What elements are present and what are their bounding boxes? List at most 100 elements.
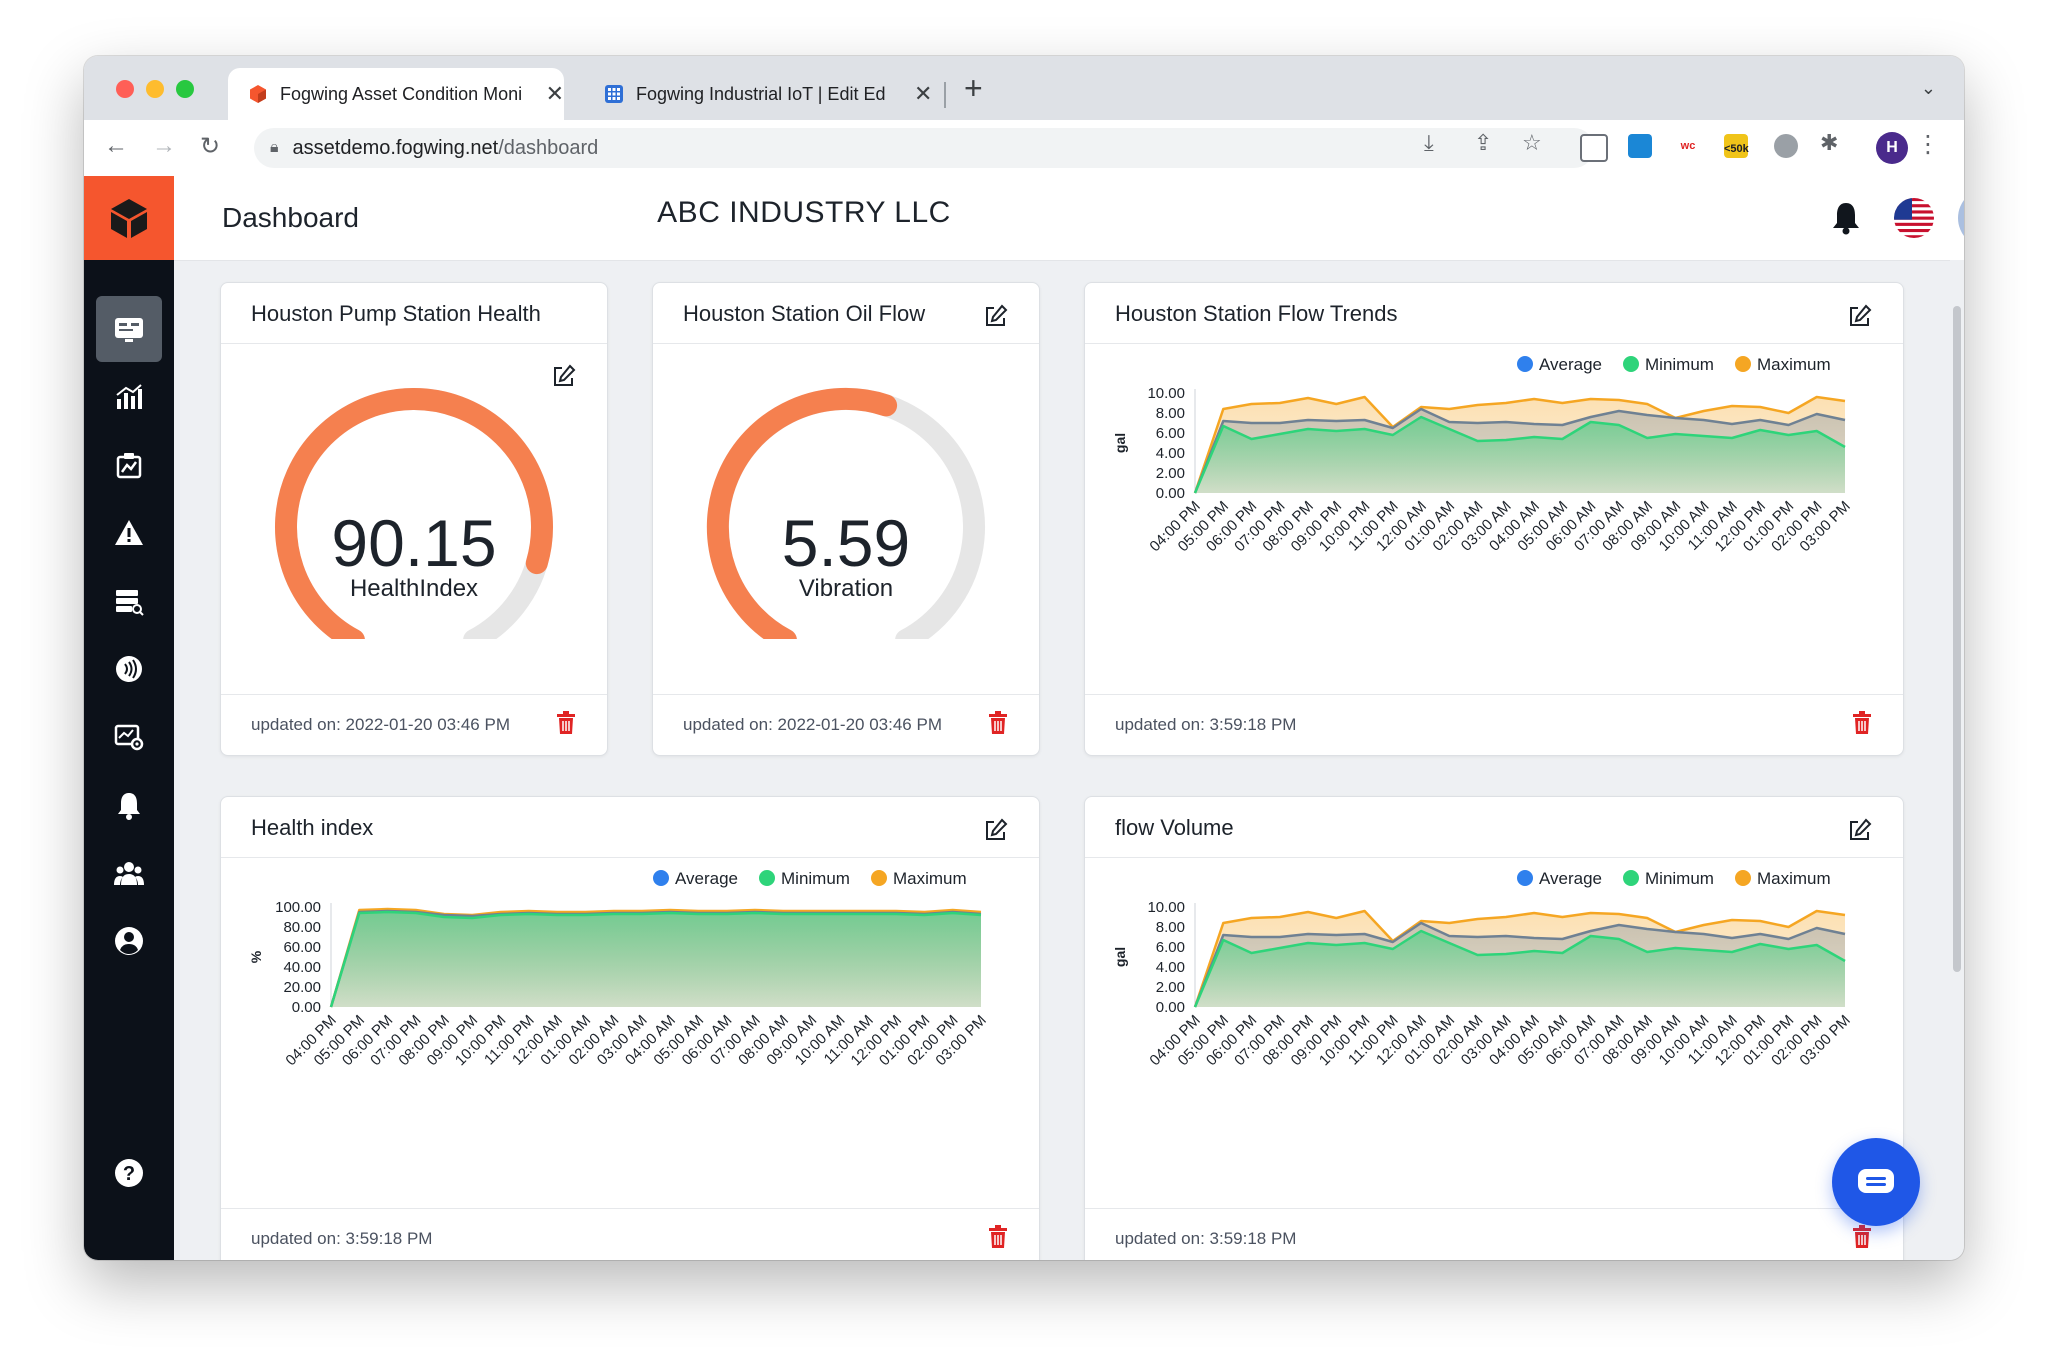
sidebar-item-analytics[interactable] [96, 364, 162, 430]
notification-bell-icon[interactable] [1830, 200, 1862, 236]
extensions-puzzle-icon[interactable]: ✱ [1820, 130, 1839, 155]
series-area-minimum [331, 912, 981, 1007]
dashboard-icon [115, 318, 143, 342]
browser-profile-avatar[interactable]: H [1876, 132, 1908, 164]
sidebar-item-alerts[interactable] [96, 500, 162, 566]
new-tab-button[interactable]: + [964, 70, 983, 106]
alert-triangle-icon [115, 520, 143, 545]
users-group-icon [114, 862, 144, 885]
scrollbar-thumb[interactable] [1953, 306, 1961, 972]
flow-volume-card: flow Volume 10.00 8.00 6.00 4.00 2.00 0.00 gal… [1084, 796, 1904, 1260]
share-icon[interactable]: ⇪ [1474, 130, 1493, 155]
sidebar-item-devices[interactable] [96, 568, 162, 634]
close-tab-icon[interactable]: ✕ [914, 81, 933, 106]
card-footer: updated on: 2022-01-20 03:46 PM [653, 694, 1039, 755]
fogwing-cube-icon [111, 199, 147, 238]
y-axis-title: gal [1112, 947, 1128, 967]
trash-icon[interactable] [987, 711, 1009, 735]
page-title: Dashboard [222, 202, 359, 233]
sidebar-item-profile[interactable] [96, 908, 162, 974]
gauge-fill [275, 388, 553, 639]
sidebar-item-config[interactable] [96, 704, 162, 770]
trash-icon[interactable] [987, 1225, 1009, 1249]
chat-launcher-button[interactable] [1832, 1138, 1920, 1226]
lock-icon: 🔒︎ [270, 139, 279, 156]
assets-icon [116, 453, 142, 479]
series-area-minimum [1195, 931, 1845, 1007]
y-tick-label: 2.00 [1156, 465, 1185, 482]
updated-timestamp: updated on: 3:59:18 PM [251, 1229, 433, 1248]
settings-monitor-icon [114, 724, 144, 751]
y-tick-label: 0.00 [1156, 999, 1185, 1016]
series-line-minimum [1193, 929, 1846, 1008]
legend-label: Maximum [1757, 355, 1831, 374]
forward-arrow-icon[interactable]: → [152, 132, 176, 159]
edit-icon[interactable] [983, 303, 1009, 329]
edit-icon[interactable] [983, 817, 1009, 843]
legend-marker [1623, 870, 1639, 886]
extension-wc-icon[interactable]: wc [1676, 134, 1700, 158]
extension-globe-icon[interactable] [1774, 134, 1798, 158]
legend-label: Average [1539, 355, 1602, 374]
legend-label: Average [675, 869, 738, 888]
y-tick-label: 0.00 [292, 999, 321, 1016]
edit-icon[interactable] [1847, 303, 1873, 329]
extension-c-icon[interactable] [1580, 134, 1608, 162]
user-avatar[interactable]: A [1958, 188, 1964, 248]
bookmark-star-icon[interactable]: ☆ [1522, 130, 1542, 155]
flow-trends-card: Houston Station Flow Trends 10.00 8.00 6.0… [1084, 282, 1904, 756]
sensor-wave-icon [116, 656, 142, 682]
gauge-fill [706, 387, 898, 639]
grid-favicon-icon [605, 85, 623, 103]
close-window-button[interactable] [116, 80, 134, 98]
maximize-window-button[interactable] [176, 80, 194, 98]
browser-menu-icon[interactable]: ⋮ [1916, 131, 1940, 158]
sidebar-item-notifications[interactable] [96, 772, 162, 838]
tab-fogwing-iot[interactable]: Fogwing Industrial IoT | Edit Ed ✕ [584, 68, 934, 120]
health-index-card: Health index 100.00 80.00 60.00 40.00 20.00 0… [220, 796, 1040, 1260]
health-gauge [275, 388, 553, 639]
gauge-value: 5.59 [781, 506, 911, 580]
close-tab-icon[interactable]: ✕ [545, 81, 564, 106]
legend-label: Minimum [1645, 869, 1714, 888]
tab-strip: Fogwing Asset Condition Moni ✕ Fogwing I… [84, 56, 1964, 120]
trash-icon[interactable] [1851, 1225, 1873, 1249]
y-tick-label: 10.00 [1147, 385, 1185, 402]
fogwing-logo[interactable] [84, 176, 174, 260]
analytics-icon [116, 384, 142, 409]
series-line-maximum [1193, 909, 1846, 1008]
reload-icon[interactable]: ↻ [200, 133, 221, 160]
edit-icon[interactable] [1847, 817, 1873, 843]
sidebar-item-dashboard[interactable] [96, 296, 162, 362]
card-header: Houston Station Oil Flow [653, 283, 1039, 344]
back-arrow-icon[interactable]: ← [104, 132, 128, 159]
sidebar: ? [84, 176, 174, 1260]
sidebar-item-users[interactable] [96, 840, 162, 906]
address-bar[interactable]: 🔒︎ assetdemo.fogwing.net/dashboard [254, 128, 1594, 168]
y-axis-title: % [248, 950, 264, 963]
legend-marker [1623, 356, 1639, 372]
tab-search-chevron-icon[interactable]: ⌄ [1920, 78, 1936, 98]
extension-weather-icon[interactable] [1628, 134, 1652, 158]
trash-icon[interactable] [1851, 711, 1873, 735]
extension-rank-icon[interactable]: <50k [1724, 134, 1749, 158]
us-flag-icon[interactable] [1894, 198, 1934, 238]
page-scrollbar[interactable] [1950, 260, 1964, 1260]
minimize-window-button[interactable] [146, 80, 164, 98]
trash-icon[interactable] [555, 711, 577, 735]
sidebar-item-help[interactable]: ? [96, 1140, 162, 1206]
edit-icon[interactable] [551, 363, 577, 389]
chat-bubble-icon [1858, 1169, 1894, 1193]
updated-timestamp: updated on: 2022-01-20 03:46 PM [683, 715, 942, 734]
card-footer: updated on: 3:59:18 PM [1085, 694, 1903, 755]
server-search-icon [116, 590, 144, 616]
card-title: Houston Station Flow Trends [1115, 301, 1398, 326]
tab-fogwing-asset[interactable]: Fogwing Asset Condition Moni ✕ [228, 68, 564, 120]
y-axis-title: gal [1112, 433, 1128, 453]
user-circle-icon [115, 927, 143, 955]
sidebar-item-sensors[interactable] [96, 636, 162, 702]
sidebar-item-assets[interactable] [96, 432, 162, 498]
card-title: Houston Station Oil Flow [683, 301, 926, 326]
install-app-icon[interactable]: ⤓ [1424, 130, 1434, 155]
gauge-label: HealthIndex [349, 575, 479, 602]
